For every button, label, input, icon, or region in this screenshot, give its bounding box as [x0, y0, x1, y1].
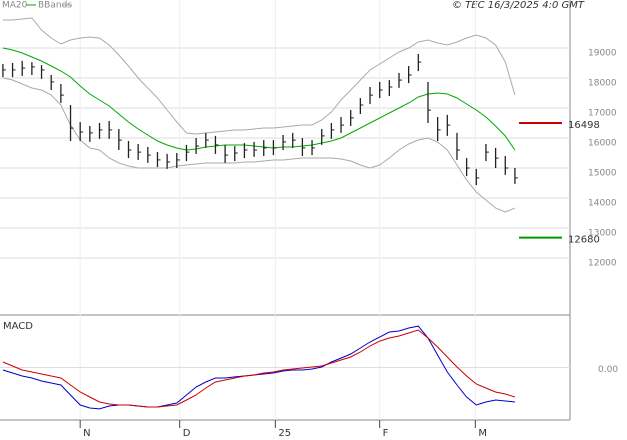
- bband-upper: [2, 17, 516, 135]
- x-tick-label: D: [183, 428, 191, 439]
- y-tick-label: 13000: [588, 229, 617, 239]
- y-tick-label: 14000: [588, 199, 617, 209]
- legend-label: MA20: [2, 1, 28, 11]
- y-tick-label: 19000: [588, 49, 617, 59]
- y-tick-label: 18000: [588, 79, 617, 89]
- y-tick-label: 16000: [588, 139, 617, 149]
- macd-line: [2, 329, 516, 408]
- level-label: 16498: [568, 120, 600, 131]
- legend-label: BBands: [38, 1, 72, 11]
- x-tick-label: N: [83, 428, 90, 439]
- panel-title: MACD: [3, 321, 33, 332]
- y-tick-label: 0.00: [598, 365, 618, 375]
- y-tick-label: 17000: [588, 109, 617, 119]
- x-tick-label: F: [383, 428, 389, 439]
- bband-lower: [2, 77, 516, 213]
- x-tick-label: 25: [278, 428, 291, 439]
- x-tick-label: M: [478, 428, 487, 439]
- copyright: © TEC 16/3/2025 4:0 GMT: [452, 0, 585, 11]
- level-label: 12680: [568, 235, 600, 246]
- y-tick-label: 12000: [588, 259, 617, 269]
- y-tick-label: 15000: [588, 169, 617, 179]
- ma20-line: [2, 47, 516, 151]
